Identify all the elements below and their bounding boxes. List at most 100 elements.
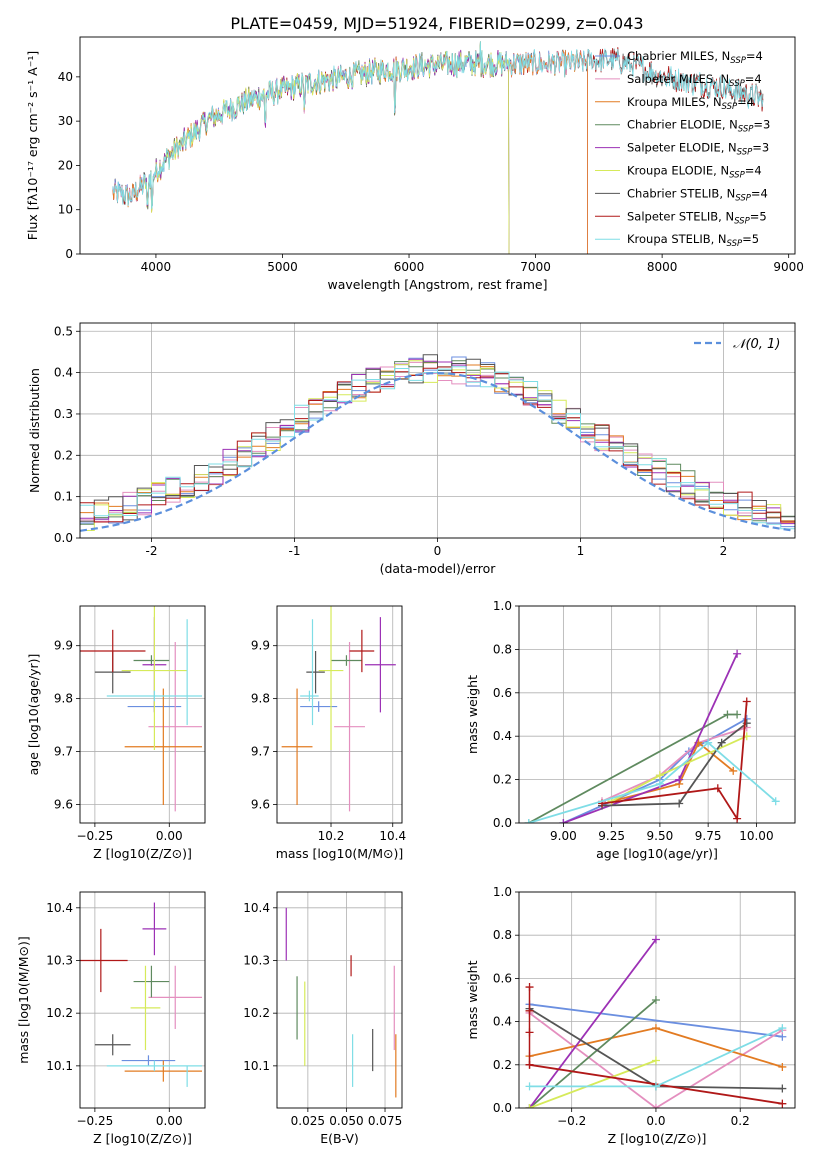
residuals-xtick-label: -2 <box>146 544 158 558</box>
weight_vs_age-lines <box>524 649 780 823</box>
weight_vs_z-marker-kroupa_elodie <box>651 1056 660 1065</box>
weight_vs_z-ytick-label: 0.4 <box>493 1015 512 1029</box>
weight_vs_age-frame <box>518 605 796 824</box>
spectrum-xtick-label: 4000 <box>141 260 172 274</box>
legend-count: =4 <box>737 95 754 109</box>
residuals-ytick-label: 0.3 <box>54 407 73 421</box>
weight_vs_age-line-chabrier_miles <box>563 718 748 823</box>
age_vs_mass-xlabel: mass [log10(M/M⊙)] <box>276 846 404 861</box>
weight_vs_z-line-chabrier_elodie <box>528 999 657 1108</box>
legend-text: Salpeter MILES, N <box>627 72 729 86</box>
age_vs_z-ytick-label: 9.6 <box>54 797 73 811</box>
weight_vs_z-marker-kroupa_stelib <box>525 1082 534 1091</box>
age_vs_mass-ytick-label: 9.8 <box>251 692 270 706</box>
weight_vs_z-marker-salpeter_miles <box>651 1104 660 1108</box>
residuals-ylabel: Normed distribution <box>27 368 42 493</box>
age_vs_mass-ytick-label: 9.9 <box>251 639 270 653</box>
mass_vs_z-point-salpeter_stelib <box>80 928 128 993</box>
weight_vs_age-ytick-label: 0.8 <box>493 642 512 656</box>
legend-label-gaussian: 𝒩(0, 1) <box>733 337 780 352</box>
weight_vs_age-marker-chabrier_stelib <box>717 738 726 747</box>
legend-label-salpeter_elodie: Salpeter ELODIE, NSSP=3 <box>627 141 769 158</box>
weight_vs_z-marker-chabrier_stelib <box>778 1084 787 1093</box>
legend-subscript: SSP <box>737 148 753 158</box>
age_vs_mass-point-chabrier_stelib <box>306 650 325 694</box>
weight_vs_age-axes: 9.00 9.25 9.50 9.75 10.00 0.0 0.2 0.4 0.6 0.8 1.0 a… <box>465 599 795 861</box>
weight_vs_z-ytick-label: 0.2 <box>493 1058 512 1072</box>
age_vs_z-ytick-label: 9.8 <box>54 692 73 706</box>
legend-label-kroupa_stelib: Kroupa STELIB, NSSP=5 <box>627 232 759 249</box>
figure-title: PLATE=0459, MJD=51924, FIBERID=0299, z=0… <box>230 14 643 33</box>
legend-text: Chabrier ELODIE, N <box>627 118 738 132</box>
weight_vs_age-ytick-label: 0.0 <box>493 816 512 830</box>
age_vs_z-point-chabrier_elodie <box>133 655 170 666</box>
mass_vs_z-points <box>80 902 203 1087</box>
age_vs_z-ylabel: age [log10(age/yr)] <box>26 654 41 776</box>
weight_vs_z-frame <box>518 891 796 1109</box>
age_vs_z-ytick-label: 9.9 <box>54 639 73 653</box>
legend-text: Kroupa STELIB, N <box>627 232 727 246</box>
spectrum-line-kroupa_stelib <box>112 41 764 210</box>
weight_vs_age-xtick-label: 9.25 <box>598 829 625 843</box>
spectrum-xtick-label: 5000 <box>267 260 298 274</box>
age_vs_mass-xtick-label: 10.2 <box>318 829 345 843</box>
legend-text: Chabrier STELIB, N <box>627 186 735 200</box>
weight_vs_age-line-chabrier_elodie <box>528 713 738 823</box>
mass_vs_z-point-chabrier_elodie <box>133 965 170 998</box>
legend-subscript: SSP <box>738 125 754 135</box>
mass_vs_z-point-salpeter_miles <box>148 965 203 1029</box>
weight_vs_z-xtick-label: −0.2 <box>557 1114 586 1128</box>
weight_vs_z-line-kroupa_elodie <box>529 1059 657 1108</box>
weight_vs_z-marker-kroupa_elodie <box>525 1104 534 1108</box>
age_vs_mass-point-chabrier_miles <box>300 701 338 712</box>
mass_vs_z-point-kroupa_elodie <box>130 965 161 1051</box>
weight_vs_z-ylabel: mass weight <box>465 960 480 1039</box>
weight_vs_z-extra-marker <box>525 983 534 992</box>
legend-text: Salpeter ELODIE, N <box>627 141 737 155</box>
weight_vs_z-line-salpeter_miles <box>528 1012 783 1108</box>
legend-subscript: SSP <box>730 56 746 66</box>
weight_vs_age-marker-salpeter_elodie <box>559 819 568 823</box>
weight_vs_age-marker-kroupa_stelib <box>524 819 533 823</box>
legend-count: =4 <box>745 164 762 178</box>
age_vs_mass-point-kroupa_stelib <box>300 690 319 702</box>
legend-subscript: SSP <box>722 102 738 112</box>
legend-label-chabrier_elodie: Chabrier ELODIE, NSSP=3 <box>627 118 770 135</box>
weight_vs_age-marker-kroupa_miles <box>729 766 738 775</box>
age_vs_z-point-salpeter_miles <box>148 641 203 812</box>
hist-step-kroupa_elodie <box>80 360 795 531</box>
weight_vs_z-ytick-label: 0.8 <box>493 928 512 942</box>
mass_vs_ebv-ytick-label: 10.3 <box>243 953 270 967</box>
legend-subscript: SSP <box>729 79 745 89</box>
age_vs_z-frame <box>79 605 206 824</box>
weight_vs_age-marker-kroupa_stelib <box>771 797 780 806</box>
residuals-ytick-label: 0.0 <box>54 531 73 545</box>
age_vs_z-ytick-label: 9.7 <box>54 745 73 759</box>
weight_vs_z-axes: −0.2 0.0 0.2 0.0 0.2 0.4 0.6 0.8 1.0 Z [log10(Z/Z… <box>465 885 795 1146</box>
weight_vs_age-marker-chabrier_elodie <box>723 710 732 719</box>
residuals-ytick-label: 0.2 <box>54 448 73 462</box>
mass_vs_z-point-kroupa_miles <box>124 1060 203 1082</box>
age_vs_mass-ytick-label: 9.7 <box>251 745 270 759</box>
weight_vs_z-marker-salpeter_stelib <box>778 1099 787 1108</box>
legend-subscript: SSP <box>727 239 743 249</box>
weight_vs_z-xlabel: Z [log10(Z/Z⊙)] <box>608 1131 707 1146</box>
mass_vs_ebv-xlabel: E(B-V) <box>320 1131 359 1146</box>
legend-count: =4 <box>751 186 768 200</box>
residuals-xtick-label: -1 <box>289 544 301 558</box>
legend-count: =5 <box>742 232 759 246</box>
age_vs_mass-frame <box>276 605 403 824</box>
weight_vs_age-line-chabrier_stelib <box>601 722 748 807</box>
legend-label-kroupa_elodie: Kroupa ELODIE, NSSP=4 <box>627 164 762 181</box>
gaussian-curve <box>80 371 795 532</box>
age_vs_mass-point-salpeter_miles <box>334 641 365 812</box>
residuals-ytick-label: 0.1 <box>54 490 73 504</box>
weight_vs_age-ytick-label: 0.6 <box>493 686 512 700</box>
weight_vs_z-marker-kroupa_miles <box>651 1024 660 1033</box>
mass_vs_ebv-ytick-label: 10.2 <box>243 1006 270 1020</box>
spectrum-ytick-label: 20 <box>58 158 73 172</box>
weight_vs_age-xtick-label: 10.00 <box>739 829 773 843</box>
weight_vs_z-line-chabrier_miles <box>529 1003 783 1038</box>
mass_vs_z-point-kroupa_stelib <box>106 1060 203 1072</box>
spectrum-axes: 4000 5000 6000 7000 8000 9000 0 10 20 30 40 wavelen… <box>25 51 804 292</box>
